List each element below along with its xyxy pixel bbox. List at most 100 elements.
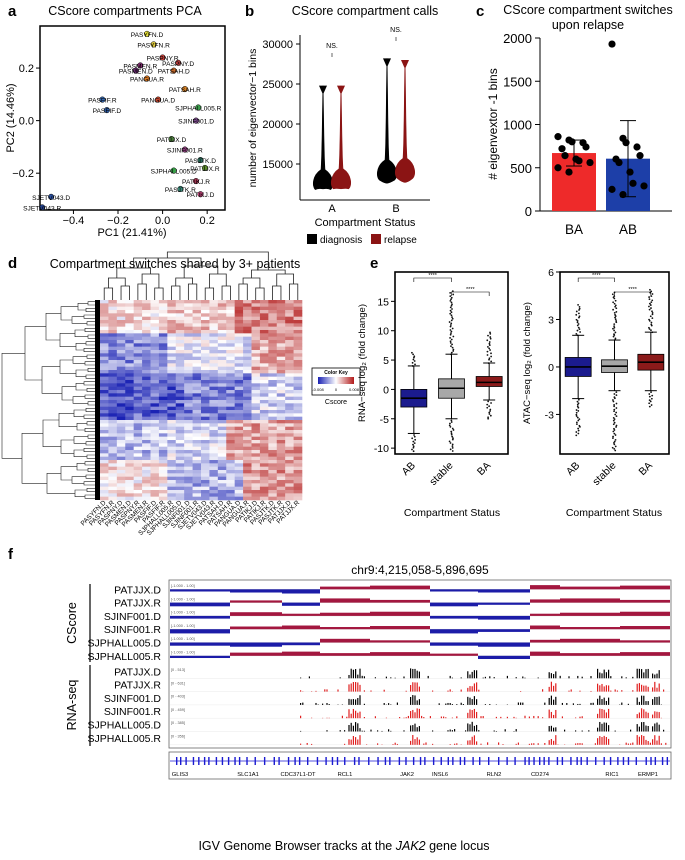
heatmap-cell — [116, 473, 126, 477]
heatmap-cell — [276, 430, 286, 434]
box-outlier-point — [488, 357, 491, 360]
heatmap-cell — [217, 440, 227, 444]
heatmap-cell — [133, 483, 143, 487]
heatmap-cell — [251, 376, 261, 381]
rna-signal-bar — [645, 739, 647, 745]
box-outlier-point — [611, 293, 614, 296]
rna-signal-bar — [641, 684, 643, 692]
heatmap-cell — [251, 326, 261, 331]
heatmap-cell — [293, 400, 303, 404]
rna-signal-bar — [579, 716, 581, 719]
box-outlier-point — [489, 337, 492, 340]
heatmap-cell — [243, 406, 252, 411]
panel-c: c CScore compartment switches upon relap… — [476, 3, 673, 237]
cscore-segment-negative — [170, 589, 230, 592]
rna-signal-bar — [515, 729, 517, 732]
heatmap-cell — [226, 390, 235, 394]
dendrogram-link — [84, 394, 95, 399]
box-outlier-point — [614, 304, 617, 307]
heatmap-cell — [217, 486, 227, 491]
heatmap-cell — [259, 376, 269, 381]
heatmap-cell — [150, 376, 160, 381]
rna-signal-bar — [652, 699, 654, 705]
heatmap-cell — [259, 483, 269, 487]
heatmap-cell — [142, 373, 151, 377]
violin-max-marker — [383, 58, 391, 68]
heatmap-cell — [226, 400, 235, 404]
pca-point — [48, 193, 55, 200]
heatmap-cell — [142, 466, 151, 471]
heatmap-cell — [251, 303, 261, 307]
heatmap-cell — [167, 486, 177, 491]
heatmap-cell — [201, 300, 210, 304]
rna-signal-bar — [421, 715, 423, 719]
heatmap-cell — [243, 436, 252, 441]
violin-y-tick-label: 30000 — [262, 39, 293, 51]
rna-signal-bar — [348, 698, 350, 705]
box-outlier-point — [450, 319, 453, 322]
rna-signal-bar — [550, 695, 552, 705]
heatmap-cell — [243, 360, 252, 364]
heatmap-cell — [259, 336, 269, 341]
heatmap-cell — [217, 326, 227, 331]
rna-signal-bar — [460, 677, 462, 679]
heatmap-cell — [192, 413, 202, 417]
heatmap-cell — [133, 406, 143, 411]
heatmap-cell — [251, 410, 261, 414]
rna-signal-bar — [658, 683, 660, 692]
heatmap-cell — [184, 470, 193, 474]
heatmap-cell — [285, 403, 294, 407]
heatmap-cell — [133, 400, 143, 404]
heatmap-cell — [201, 423, 210, 427]
heatmap-cell — [184, 480, 193, 484]
heatmap-cell — [285, 443, 294, 447]
heatmap-cell — [133, 463, 143, 467]
heatmap-cell — [133, 473, 143, 477]
rna-signal-bar — [608, 697, 610, 705]
box-outlier-point — [576, 400, 579, 403]
rna-signal-bar — [498, 742, 500, 745]
heatmap-cell — [243, 450, 252, 454]
heatmap-cell — [150, 363, 160, 367]
box-outlier-point — [612, 430, 615, 433]
dendrogram-link — [288, 283, 299, 300]
heatmap-cell — [175, 416, 185, 421]
heatmap-cell — [226, 473, 235, 477]
gene-exon — [263, 757, 266, 765]
rna-signal-bar — [473, 683, 475, 692]
heatmap-cell — [234, 313, 244, 317]
heatmap-cell — [251, 343, 261, 347]
pca-y-tick-label: 0.2 — [19, 63, 34, 75]
heatmap-cell — [125, 493, 134, 497]
cscore-segment-positive — [370, 611, 430, 616]
box-outlier-point — [577, 303, 579, 306]
box-outlier-point — [615, 310, 618, 313]
rna-signal-bar — [449, 689, 451, 692]
heatmap-cell — [108, 376, 118, 381]
heatmap-cell — [276, 350, 286, 354]
rna-signal-bar — [614, 730, 616, 732]
heatmap-cell — [251, 490, 261, 494]
heatmap-cell — [100, 493, 109, 497]
heatmap-cell — [243, 430, 252, 434]
heatmap-cell — [243, 493, 252, 497]
cscore-segment-positive — [560, 627, 620, 630]
heatmap-cell — [276, 343, 286, 347]
box-outlier-point — [490, 360, 493, 363]
gene-track-frame — [168, 751, 672, 780]
heatmap-cell — [142, 336, 151, 341]
heatmap-cell — [217, 386, 227, 391]
gene-exon — [447, 757, 449, 765]
box-x-tick-label: AB — [400, 460, 418, 478]
heatmap-cell — [293, 363, 303, 367]
heatmap-cell — [125, 310, 134, 314]
box-outlier-point — [578, 316, 580, 319]
rna-signal-bar — [550, 673, 552, 679]
heatmap-cell — [251, 316, 261, 321]
heatmap-cell — [268, 403, 278, 407]
rna-signal-bar — [352, 699, 354, 705]
gene-label: ERMP1 — [638, 772, 658, 778]
pca-point-label: PATSAH.R — [169, 87, 201, 94]
box-outlier-point — [614, 331, 617, 334]
heatmap-cell — [192, 470, 202, 474]
